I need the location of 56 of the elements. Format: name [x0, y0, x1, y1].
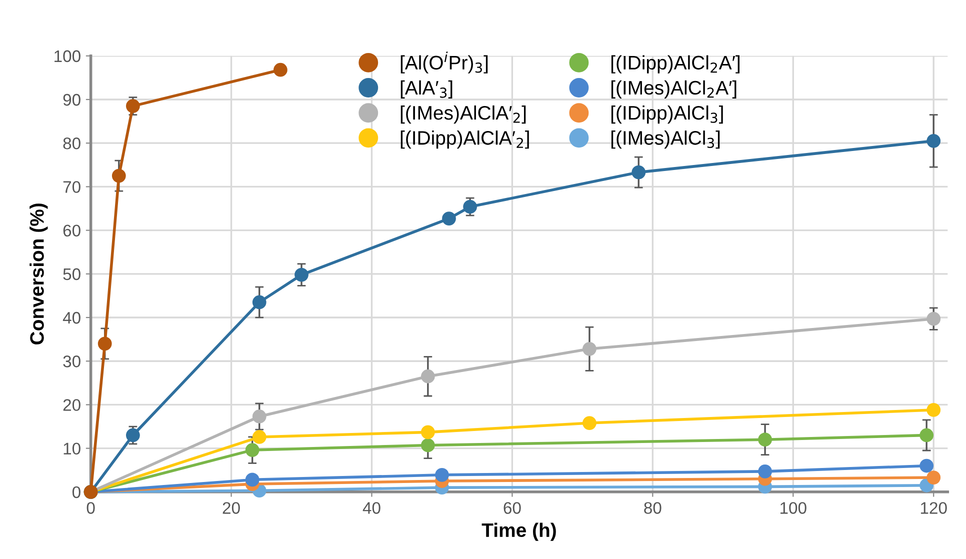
- point: [926, 403, 941, 417]
- y-tick-label: 30: [63, 356, 80, 368]
- point: [920, 428, 934, 442]
- point: [582, 342, 596, 356]
- point: [926, 470, 941, 484]
- y-tick-label: 10: [64, 442, 80, 455]
- y-tick-label: 20: [63, 399, 80, 411]
- legend-label: [(IMes)AlCl$_{2}$A′]: [611, 80, 736, 99]
- point: [245, 443, 260, 458]
- point: [435, 468, 449, 482]
- point: [442, 212, 456, 226]
- point: [252, 410, 266, 424]
- point: [582, 416, 596, 430]
- point: [758, 464, 772, 478]
- x-tick-label: 0: [86, 502, 95, 514]
- legend-label: [(IDipp)AlCl$_{3}$]: [611, 105, 723, 124]
- point: [920, 458, 934, 473]
- y-tick-label: 50: [63, 268, 80, 280]
- legend-label: [(IDipp)AlClA′$_{2}$]: [400, 130, 529, 149]
- point: [420, 369, 435, 384]
- x-tick-label: 40: [362, 502, 380, 514]
- y-tick-label: 80: [63, 138, 80, 150]
- legend-label: [(IMes)AlCl$_{3}$]: [611, 130, 720, 149]
- legend-label: [AlA′$_{3}$]: [400, 80, 452, 99]
- point: [294, 268, 308, 282]
- y-tick-label: 70: [63, 181, 80, 193]
- point: [126, 99, 140, 113]
- point: [463, 200, 478, 214]
- y-tick-label: 60: [63, 224, 80, 237]
- y-tick-label: 100: [54, 50, 80, 62]
- legend-label: [Al(O$^{i}$Pr)$_{3}$]: [400, 52, 488, 74]
- point: [126, 428, 140, 442]
- y-axis-title: Conversion (%): [30, 204, 48, 344]
- point: [926, 134, 941, 148]
- point: [252, 430, 266, 444]
- point: [245, 472, 260, 487]
- point: [252, 295, 266, 310]
- x-tick-label: 120: [920, 502, 947, 514]
- legend-label: [(IMes)AlClA′$_{2}$]: [400, 105, 526, 124]
- point: [926, 312, 941, 326]
- y-tick-label: 0: [72, 486, 80, 498]
- legend-label: [(IDipp)AlCl$_{2}$A′]: [611, 55, 740, 74]
- x-axis-title: Time (h): [482, 522, 556, 541]
- point: [98, 336, 112, 351]
- x-tick-label: 60: [504, 502, 521, 514]
- point: [758, 432, 772, 447]
- point: [273, 62, 288, 77]
- x-tick-label: 80: [644, 502, 662, 514]
- x-tick-label: 100: [780, 502, 806, 514]
- point: [112, 168, 126, 183]
- y-tick-label: 90: [63, 94, 80, 106]
- point: [632, 165, 646, 180]
- y-tick-label: 40: [62, 312, 80, 324]
- x-tick-label: 20: [222, 502, 240, 514]
- point: [420, 425, 435, 440]
- point: [420, 438, 435, 452]
